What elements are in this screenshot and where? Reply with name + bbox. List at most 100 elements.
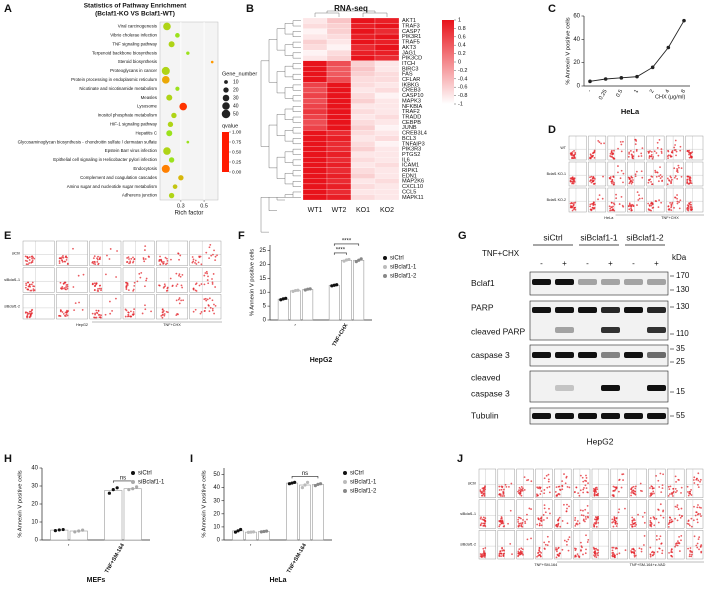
flow-dot — [481, 494, 484, 497]
flow-dot — [643, 521, 646, 524]
flow-dot — [543, 507, 546, 510]
quadrant-lines — [516, 499, 534, 529]
flow-dot — [163, 313, 166, 315]
flow-dot — [696, 521, 699, 524]
flow-dot — [687, 519, 690, 522]
row-label: Bclaf1 KO-2 — [547, 198, 566, 202]
flow-dot — [572, 157, 575, 160]
flow-dot — [589, 180, 591, 183]
flow-cell — [568, 187, 587, 213]
flow-dot — [175, 299, 178, 302]
flow-dot — [596, 518, 599, 521]
flow-dot — [591, 180, 594, 183]
flow-dot — [565, 540, 568, 543]
row-label: RIPK1 — [402, 168, 418, 174]
flow-dot — [696, 542, 699, 545]
flow-dot — [670, 178, 673, 181]
legend-label: 50 — [233, 111, 239, 117]
flow-dot — [655, 538, 658, 541]
marker-label: 25 — [676, 357, 685, 366]
x-axis-label: HeLa — [269, 577, 286, 584]
flow-dot — [622, 479, 624, 481]
flow-dot — [602, 175, 604, 178]
flow-dot — [28, 262, 31, 264]
heat-cell — [302, 162, 328, 168]
flow-dot — [526, 538, 529, 541]
flow-dot — [655, 535, 658, 537]
flow-dot — [24, 311, 27, 314]
flow-dot — [178, 258, 180, 261]
heat-cell — [350, 146, 376, 152]
flow-dot — [204, 307, 207, 309]
flow-dot — [697, 512, 700, 515]
bar — [353, 259, 365, 321]
legend-label: 20 — [233, 87, 239, 93]
flow-dot — [132, 288, 135, 291]
flow-dot — [509, 509, 512, 512]
flow-dot — [212, 253, 214, 256]
flow-dot — [649, 492, 652, 495]
flow-dot — [561, 548, 564, 551]
heat-cell — [302, 44, 328, 51]
flow-dot — [616, 553, 619, 556]
color-tick-label: 0 — [458, 59, 461, 65]
dendrogram — [292, 31, 301, 37]
flow-dot — [673, 146, 676, 149]
flow-dot — [635, 148, 638, 151]
flow-dot — [530, 508, 532, 510]
dot — [168, 192, 175, 199]
heat-cell — [326, 55, 352, 61]
flow-dot — [660, 491, 663, 494]
flow-dot — [632, 179, 634, 181]
flow-dot — [482, 516, 485, 519]
bar — [312, 484, 324, 541]
flow-dot — [667, 150, 670, 153]
replicate-point — [251, 530, 256, 534]
flow-dot — [64, 311, 67, 314]
flow-dot — [191, 256, 194, 258]
flow-dot — [499, 519, 502, 522]
flow-dot — [98, 287, 101, 290]
flow-cell — [22, 267, 55, 293]
y-tick-label: 20 — [573, 60, 580, 66]
flow-dot — [612, 495, 615, 497]
flow-cell — [610, 530, 628, 560]
flow-dot — [597, 515, 599, 518]
flow-dot — [668, 488, 671, 491]
flow-dot — [689, 201, 692, 204]
flow-dot — [589, 176, 591, 179]
row-label: caspase 3 — [471, 350, 510, 360]
flow-dot — [689, 206, 692, 209]
legend-dot — [223, 87, 229, 93]
replicate-point — [342, 259, 346, 263]
flow-dot — [658, 538, 661, 540]
category-label: HIF-1 signaling pathway — [110, 122, 158, 127]
flow-dot — [595, 556, 598, 559]
heat-cell — [374, 87, 400, 94]
flow-dot — [165, 263, 167, 266]
flow-dot — [674, 475, 677, 478]
flow-dot — [631, 181, 634, 184]
flow-dot — [675, 544, 677, 547]
heat-cell — [350, 60, 376, 67]
flow-cell — [156, 267, 188, 293]
row-label: Tubulin — [471, 410, 499, 420]
flow-dot — [521, 487, 524, 490]
flow-dot — [620, 486, 623, 489]
flow-cell — [667, 499, 685, 529]
flow-dot — [699, 478, 702, 481]
legend-marker — [383, 265, 387, 269]
flow-dot — [538, 547, 541, 549]
flow-dot — [207, 304, 210, 306]
heat-cell — [374, 146, 400, 152]
panel-label: H — [4, 453, 12, 465]
flow-dot — [145, 277, 148, 280]
flow-dot — [689, 176, 692, 179]
chart-subtitle: (Bclaf1-KO VS Bclaf1-WT) — [95, 11, 175, 18]
flow-dot — [591, 177, 594, 180]
y-tick-label: 10 — [31, 520, 38, 526]
flow-dot — [543, 547, 546, 550]
flow-dot — [687, 547, 689, 550]
flow-dot — [216, 254, 218, 257]
flow-dot — [139, 276, 142, 279]
